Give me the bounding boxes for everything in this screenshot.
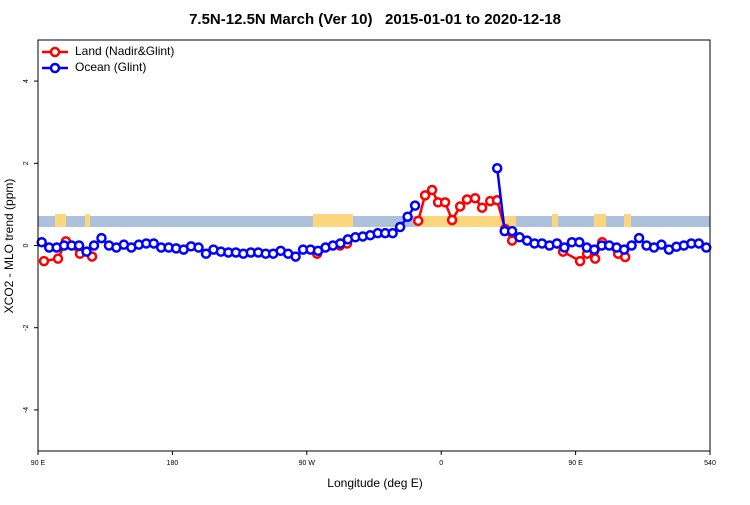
data-point (693, 238, 705, 249)
data-point (589, 244, 600, 255)
data-point (193, 242, 204, 253)
y-tick-label: 4 (23, 79, 30, 83)
x-tick-label: 0 (439, 460, 443, 467)
land-mask-band (38, 214, 710, 227)
data-point (335, 238, 346, 249)
data-point (633, 232, 645, 244)
data-point (148, 238, 159, 249)
data-point (73, 240, 85, 251)
x-tick-label: 180 (167, 460, 179, 467)
land-patch (313, 214, 353, 227)
y-tick-label: -4 (23, 407, 30, 413)
legend-label: Land (Nadir&Glint) (75, 44, 174, 58)
land-patch (55, 214, 66, 227)
legend: Land (Nadir&Glint) Ocean (Glint) (42, 44, 174, 74)
land-patch (420, 216, 516, 227)
y-tick-label: 2 (23, 161, 30, 165)
data-point (461, 194, 473, 205)
data-point (551, 238, 563, 249)
legend-marker (49, 46, 61, 58)
x-tick-label: 90 E (31, 460, 46, 467)
data-point (656, 239, 667, 250)
plot-area (36, 162, 712, 267)
data-point (402, 211, 413, 222)
x-tick-label: 90 E (568, 460, 583, 467)
y-tick-label: -2 (23, 324, 30, 330)
data-point (476, 202, 488, 213)
data-point (559, 242, 570, 253)
data-point (387, 227, 398, 239)
data-point (426, 184, 438, 196)
data-point (96, 232, 107, 244)
data-point (88, 240, 100, 251)
y-tick-label: 0 (23, 243, 30, 247)
data-point (589, 253, 601, 264)
data-point (36, 236, 47, 248)
chart-title: 7.5N-12.5N March (Ver 10) 2015-01-01 to … (189, 11, 561, 28)
land-patch (624, 214, 631, 227)
land-patch (594, 214, 606, 227)
data-point (419, 190, 431, 201)
land-patch (85, 214, 90, 227)
data-point (574, 236, 585, 248)
data-point (81, 246, 92, 257)
data-point (469, 192, 481, 204)
land-patch (552, 214, 558, 227)
data-point (52, 253, 64, 264)
data-point (38, 255, 50, 267)
data-point (290, 251, 301, 262)
data-point (412, 215, 424, 227)
data-point (446, 214, 458, 226)
y-axis-label: XCO2 - MLO trend (ppm) (2, 179, 16, 314)
data-point (394, 221, 406, 233)
legend-label: Ocean (Glint) (75, 60, 146, 74)
ocean-band (38, 216, 710, 227)
data-point (439, 197, 451, 208)
data-point (701, 242, 712, 253)
legend-marker (49, 62, 61, 74)
data-point (409, 200, 421, 211)
data-point (626, 240, 637, 251)
x-axis-label: Longitude (deg E) (327, 476, 422, 490)
data-point (454, 201, 466, 212)
data-point (618, 244, 630, 255)
data-point (506, 225, 518, 237)
x-tick-label: 540 (704, 460, 716, 467)
data-point (574, 255, 586, 267)
data-point (200, 248, 212, 259)
x-tick-label: 90 W (299, 460, 316, 467)
data-point (491, 162, 503, 174)
